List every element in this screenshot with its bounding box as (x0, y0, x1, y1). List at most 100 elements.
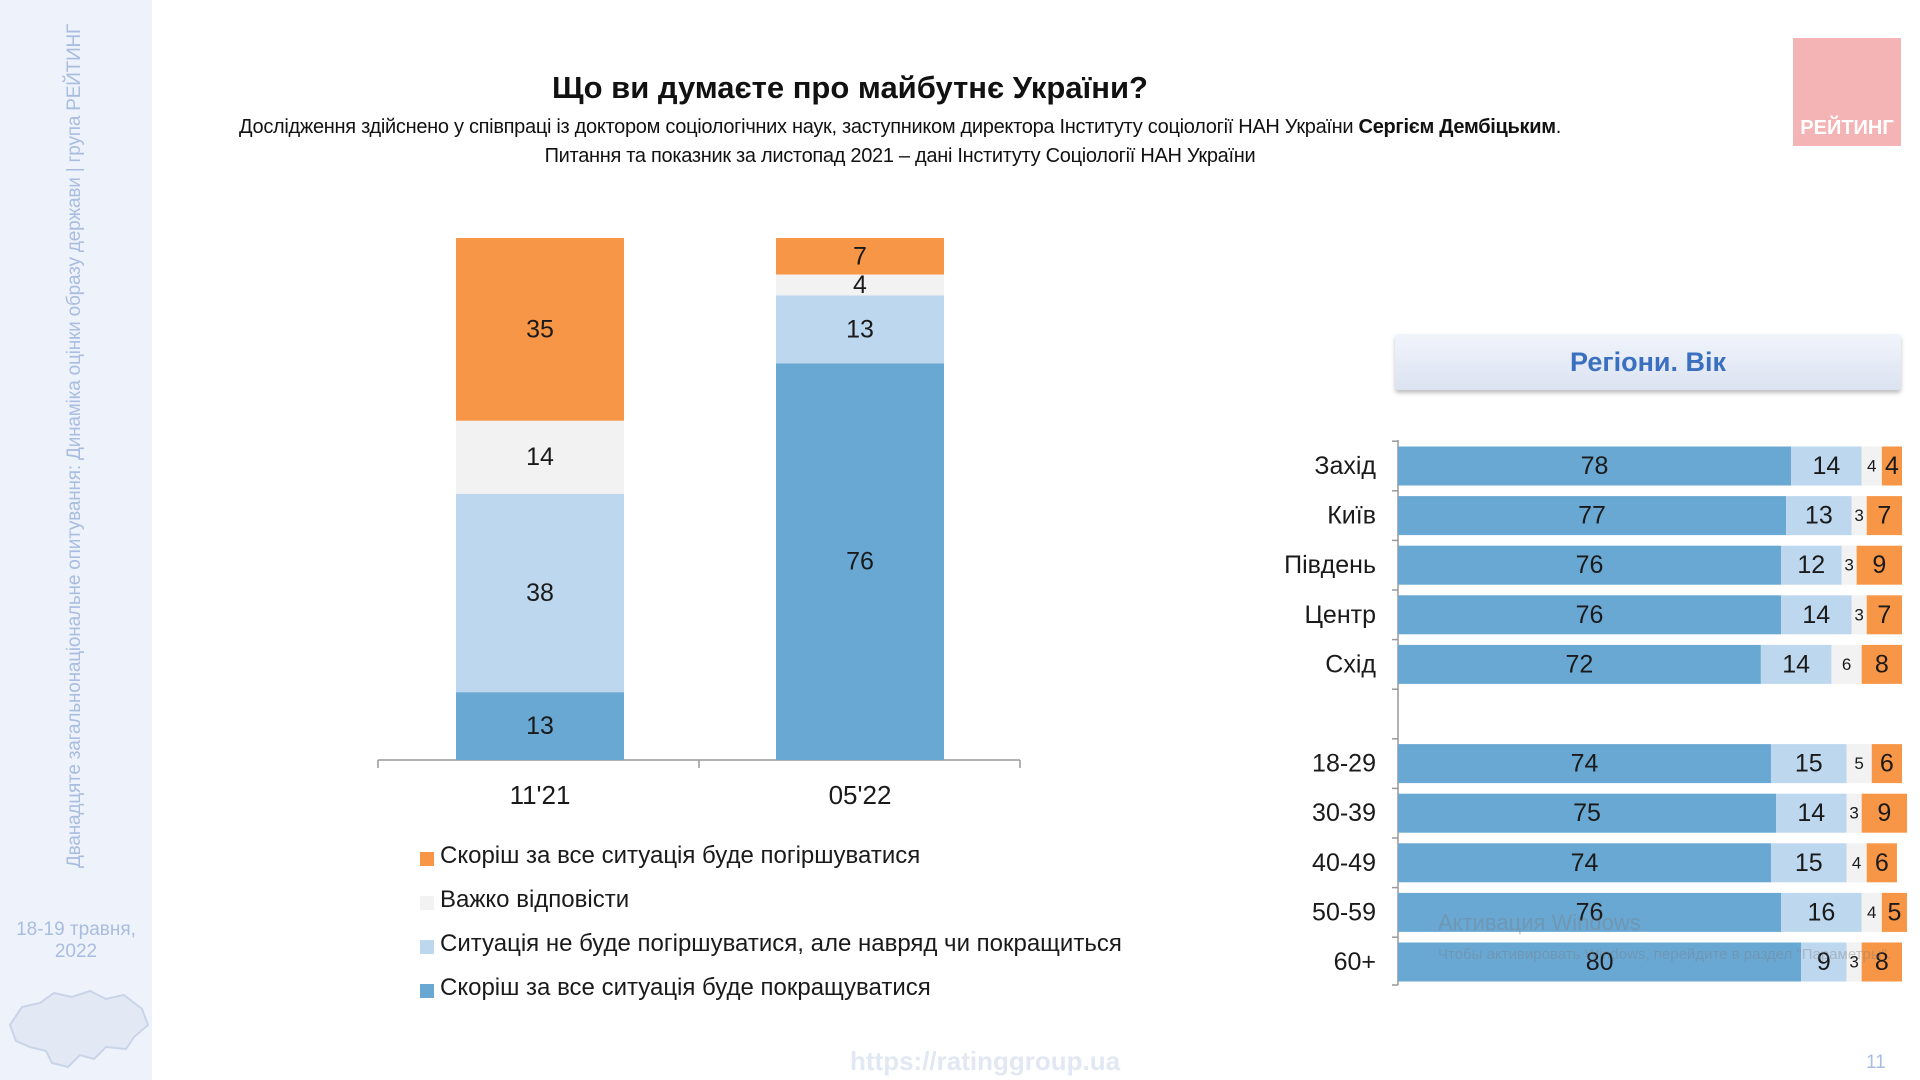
hbar-same-8 (1770, 843, 1847, 883)
hbar-same-9 (1781, 892, 1862, 932)
hbar-label-same-6: 15 (1795, 750, 1823, 778)
hbar-label-better-3: 76 (1576, 601, 1604, 629)
hbar-label-same-4: 14 (1782, 650, 1810, 678)
hbar-label-better-8: 74 (1571, 849, 1599, 877)
legend-label-same: Ситуація не буде погіршуватися, але навр… (440, 930, 1122, 957)
legend-swatch-better (420, 984, 434, 998)
hbar-worse-3 (1866, 595, 1902, 635)
hbar-label-better-1: 77 (1578, 502, 1606, 530)
hbar-worse-1 (1866, 496, 1902, 536)
bar-label-worse-0: 35 (526, 315, 554, 343)
hbar-better-6 (1398, 744, 1771, 784)
hbar-better-2 (1398, 545, 1782, 585)
hbar-label-better-0: 78 (1581, 452, 1609, 480)
hbar-label-hard-7: 3 (1849, 804, 1858, 823)
hbar-worse-7 (1861, 793, 1908, 833)
sidebar: Дванадцяте загальнонаціональне опитуванн… (0, 0, 152, 1080)
subtitle-bold-name: Сергієм Дембіцьким (1358, 116, 1556, 138)
hbar-better-9 (1398, 892, 1782, 932)
hbar-worse-0 (1881, 446, 1902, 486)
bar-label-same-1: 13 (846, 315, 874, 343)
hbar-worse-2 (1856, 545, 1902, 585)
hbar-worse-8 (1866, 843, 1897, 883)
hbar-better-8 (1398, 843, 1771, 883)
legend-swatch-worse (420, 852, 434, 866)
row-label-7: 30-39 (1312, 799, 1376, 827)
row-label-10: 60+ (1334, 948, 1376, 976)
bar-label-hard-1: 4 (853, 271, 867, 299)
legend-swatch-same (420, 940, 434, 954)
hbar-better-4 (1398, 644, 1761, 684)
hbar-same-2 (1781, 545, 1842, 585)
hbar-label-same-7: 14 (1797, 799, 1825, 827)
row-label-0: Захід (1314, 452, 1376, 480)
bar-better-1 (776, 363, 944, 760)
row-label-1: Київ (1327, 502, 1376, 530)
hbar-label-better-4: 72 (1566, 650, 1594, 678)
sidebar-date-line1: 18-19 травня, (16, 919, 136, 940)
sidebar-date-line2: 2022 (54, 941, 98, 962)
hbar-label-worse-1: 7 (1877, 502, 1891, 530)
hbar-label-same-9: 16 (1807, 898, 1835, 926)
legend-label-better: Скоріш за все ситуація буде покращуватис… (440, 974, 931, 1001)
hbar-worse-9 (1881, 892, 1908, 932)
hbar-hard-2 (1841, 545, 1857, 585)
hbar-label-same-1: 13 (1805, 502, 1833, 530)
hbar-hard-3 (1851, 595, 1867, 635)
hbar-better-3 (1398, 595, 1782, 635)
hbar-same-3 (1781, 595, 1852, 635)
legend-label-worse: Скоріш за все ситуація буде погіршуватис… (440, 842, 921, 869)
hbar-label-better-7: 75 (1573, 799, 1601, 827)
bar-label-hard-0: 14 (526, 443, 554, 471)
row-label-3: Центр (1304, 601, 1376, 629)
hbar-label-same-3: 14 (1802, 601, 1830, 629)
rating-logo: РЕЙТИНГ (1793, 38, 1901, 146)
hbar-label-hard-3: 3 (1854, 605, 1863, 624)
legend-swatch-hard (420, 896, 434, 910)
hbar-label-hard-2: 3 (1844, 556, 1853, 575)
hbar-worse-10 (1861, 942, 1902, 982)
hbar-label-worse-10: 8 (1875, 948, 1889, 976)
hbar-hard-7 (1846, 793, 1862, 833)
hbar-label-worse-7: 9 (1877, 799, 1891, 827)
bar-label-better-0: 13 (526, 712, 554, 740)
legend-label-hard: Важко відповісти (440, 886, 630, 913)
row-label-4: Схід (1325, 650, 1376, 678)
windows-activation-watermark: Активация Windows (1438, 910, 1641, 935)
hbar-better-10 (1398, 942, 1802, 982)
hbar-label-better-2: 76 (1576, 551, 1604, 579)
hbar-same-10 (1801, 942, 1847, 982)
hbar-label-better-9: 76 (1576, 898, 1604, 926)
hbar-label-worse-4: 8 (1875, 650, 1889, 678)
hbar-same-0 (1791, 446, 1862, 486)
hbar-hard-9 (1861, 892, 1882, 932)
row-label-8: 40-49 (1312, 849, 1376, 877)
page-number: 11 (1866, 1052, 1886, 1073)
hbar-label-same-10: 9 (1817, 948, 1831, 976)
bar-same-0 (456, 493, 624, 693)
footer-url[interactable]: https://ratinggroup.ua (850, 1046, 1121, 1076)
hbar-label-hard-1: 3 (1854, 506, 1863, 525)
hbar-hard-1 (1851, 496, 1867, 536)
subtitle-line2: Питання та показник за листопад 2021 – д… (544, 145, 1256, 167)
hbar-hard-10 (1846, 942, 1862, 982)
row-label-6: 18-29 (1312, 750, 1376, 778)
hbar-label-worse-3: 7 (1877, 601, 1891, 629)
bar-label-better-1: 76 (846, 548, 874, 576)
hbar-label-hard-0: 4 (1867, 457, 1876, 476)
bar-better-0 (456, 692, 624, 760)
bar-hard-1 (776, 274, 944, 296)
hbar-label-hard-10: 3 (1849, 953, 1858, 972)
x-tick-label-0: 11'21 (510, 780, 571, 810)
hbar-label-worse-2: 9 (1872, 551, 1886, 579)
subtitle-prefix: Дослідження здійснено у співпраці із док… (239, 116, 1359, 138)
hbar-worse-6 (1871, 744, 1902, 784)
hbar-label-hard-9: 4 (1867, 903, 1876, 922)
bar-same-1 (776, 295, 944, 364)
hbar-label-hard-8: 4 (1852, 853, 1861, 872)
bar-label-same-0: 38 (526, 579, 554, 607)
hbar-label-hard-4: 6 (1842, 655, 1851, 674)
hbar-same-6 (1770, 744, 1847, 784)
hbar-label-hard-6: 5 (1854, 754, 1863, 773)
